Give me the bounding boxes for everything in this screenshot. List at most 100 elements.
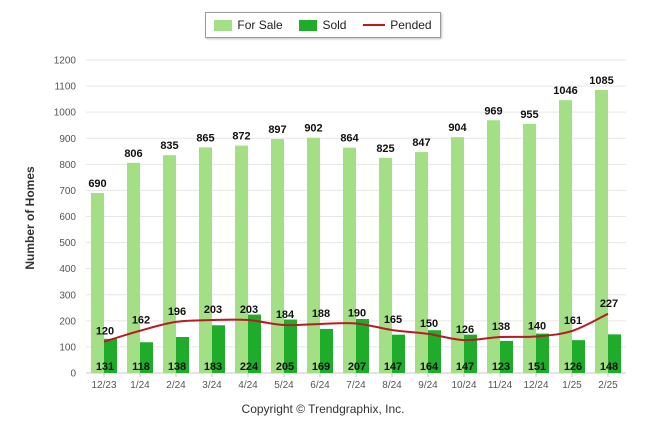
sold-data-label: 164: [420, 361, 439, 373]
sold-data-label: 151: [528, 361, 546, 373]
y-tick-label: 900: [59, 134, 76, 145]
sold-data-label: 118: [132, 361, 150, 373]
pended-data-label: 126: [456, 324, 474, 336]
bar-for-sale: [415, 152, 428, 373]
pended-data-label: 190: [348, 307, 366, 319]
x-tick-label: 12/23: [91, 380, 116, 391]
for-sale-data-label: 847: [412, 137, 430, 149]
sold-data-label: 123: [492, 361, 510, 373]
y-tick-label: 700: [59, 186, 76, 197]
for-sale-data-label: 955: [520, 109, 538, 121]
x-tick-label: 1/25: [562, 380, 582, 391]
sold-data-label: 147: [384, 361, 402, 373]
for-sale-data-label: 865: [196, 132, 214, 144]
bar-sold: [212, 325, 225, 373]
pended-data-label: 161: [564, 315, 582, 327]
bar-for-sale: [199, 147, 212, 373]
for-sale-data-label: 690: [88, 178, 106, 190]
bar-sold: [176, 337, 189, 373]
bar-for-sale: [343, 147, 356, 373]
x-tick-label: 8/24: [382, 380, 402, 391]
bar-sold: [608, 334, 621, 373]
pended-swatch: [363, 24, 386, 26]
bar-sold: [104, 338, 117, 373]
x-tick-label: 3/24: [202, 380, 222, 391]
bar-sold: [284, 319, 297, 373]
bar-for-sale: [235, 145, 248, 373]
for-sale-data-label: 902: [304, 123, 322, 135]
sold-data-label: 224: [240, 361, 259, 373]
bar-sold: [428, 330, 441, 373]
sold-data-label: 183: [204, 361, 222, 373]
for-sale-data-label: 835: [160, 140, 178, 152]
y-tick-label: 100: [59, 342, 76, 353]
bar-for-sale: [379, 157, 392, 373]
for-sale-data-label: 904: [448, 122, 467, 134]
bar-sold: [392, 334, 405, 373]
pended-data-label: 184: [276, 309, 295, 321]
y-tick-label: 200: [59, 316, 76, 327]
y-tick-label: 1200: [54, 56, 77, 67]
pended-data-label: 120: [96, 326, 114, 338]
sold-data-label: 126: [564, 361, 582, 373]
y-tick-label: 0: [70, 369, 76, 380]
x-tick-label: 2/24: [166, 380, 186, 391]
bar-for-sale: [559, 100, 572, 373]
y-axis-label: Number of Homes: [23, 166, 37, 270]
y-tick-label: 1100: [54, 82, 76, 93]
chart-legend: For Sale Sold Pended: [205, 12, 441, 38]
copyright-text: Copyright © Trendgraphix, Inc.: [241, 402, 405, 416]
x-tick-label: 7/24: [346, 380, 366, 391]
for-sale-data-label: 1085: [589, 75, 613, 87]
pended-data-label: 203: [204, 304, 222, 316]
for-sale-data-label: 825: [376, 143, 394, 155]
pended-data-label: 150: [420, 318, 438, 330]
sold-data-label: 205: [276, 361, 294, 373]
x-tick-label: 4/24: [238, 380, 258, 391]
pended-data-label: 227: [600, 298, 618, 310]
bar-sold: [572, 340, 585, 373]
bar-sold: [536, 333, 549, 373]
legend-label-sold: Sold: [322, 18, 347, 32]
y-tick-label: 400: [59, 264, 76, 275]
bar-sold: [464, 334, 477, 373]
y-tick-label: 600: [59, 212, 76, 223]
legend-label-for-sale: For Sale: [237, 18, 283, 32]
bar-sold: [356, 319, 369, 373]
legend-item-sold[interactable]: Sold: [299, 18, 346, 32]
bar-for-sale: [307, 137, 320, 373]
y-tick-label: 1000: [54, 108, 77, 119]
y-tick-label: 300: [59, 290, 76, 301]
x-tick-label: 6/24: [310, 380, 330, 391]
pended-data-label: 162: [132, 315, 150, 327]
x-tick-label: 5/24: [274, 380, 294, 391]
for-sale-data-label: 806: [124, 148, 142, 160]
legend-label-pended: Pended: [390, 18, 432, 32]
x-tick-label: 11/24: [488, 380, 513, 391]
sold-data-label: 131: [96, 361, 114, 373]
pended-data-label: 188: [312, 308, 330, 320]
legend-item-pended[interactable]: Pended: [363, 18, 432, 32]
pended-data-label: 138: [492, 321, 510, 333]
sold-data-label: 138: [168, 361, 186, 373]
bar-sold: [320, 328, 333, 373]
bar-for-sale: [91, 193, 104, 373]
bar-sold: [248, 314, 261, 373]
pended-data-label: 165: [384, 314, 402, 326]
bar-for-sale: [451, 137, 464, 373]
for-sale-data-label: 872: [232, 131, 250, 143]
for-sale-data-label: 969: [484, 105, 502, 117]
sold-data-label: 169: [312, 361, 330, 373]
bar-for-sale: [487, 120, 500, 373]
legend-item-for-sale[interactable]: For Sale: [214, 18, 283, 32]
x-tick-label: 1/24: [130, 380, 150, 391]
y-tick-label: 800: [59, 160, 76, 171]
bar-for-sale: [523, 123, 536, 373]
bar-sold: [500, 340, 513, 373]
sold-data-label: 147: [456, 361, 474, 373]
x-tick-label: 2/25: [598, 380, 618, 391]
bar-for-sale: [163, 155, 176, 373]
pended-data-label: 140: [528, 320, 546, 332]
for-sale-data-label: 1046: [553, 85, 577, 97]
